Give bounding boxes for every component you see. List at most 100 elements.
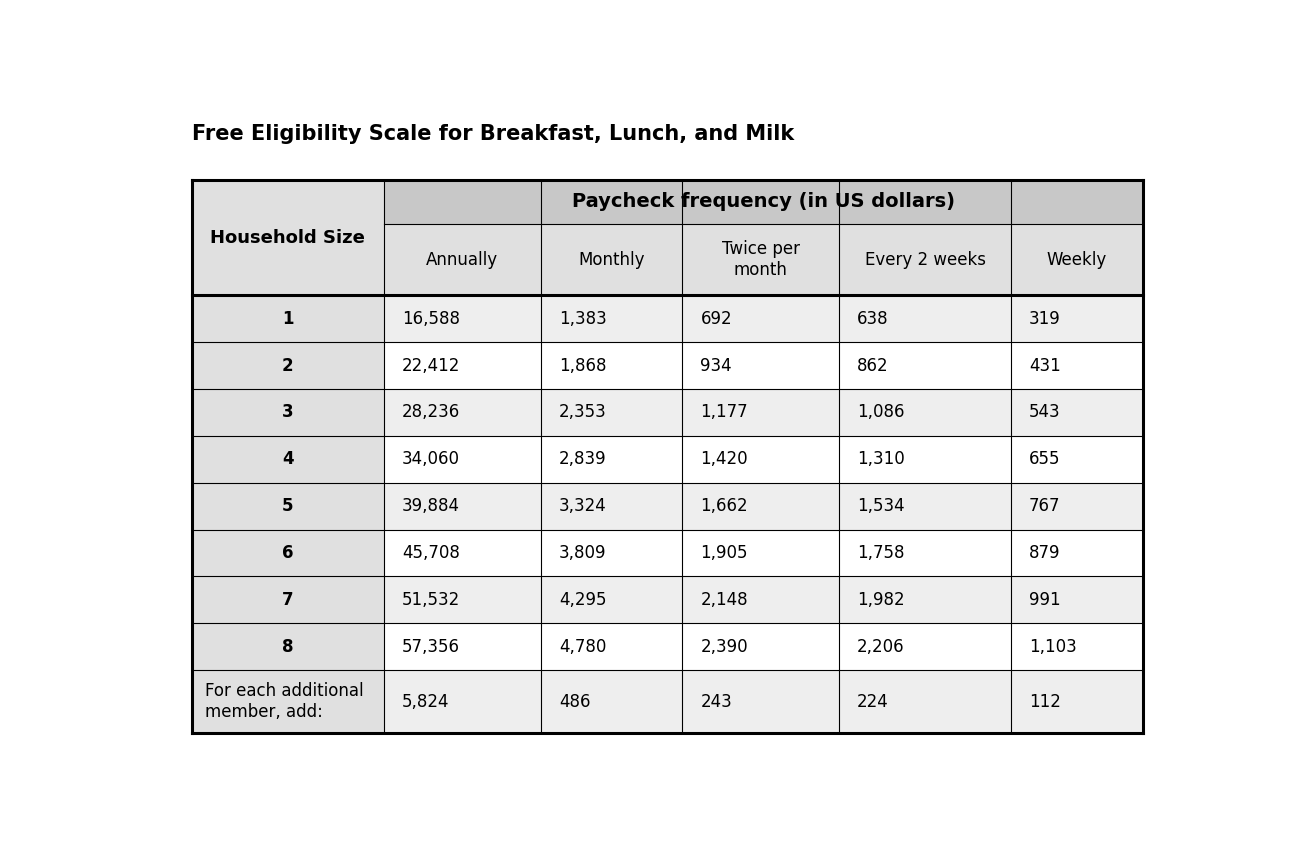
Bar [839,389,1011,436]
Text: 2,839: 2,839 [559,450,607,469]
Bar [1011,436,1143,483]
Text: 1,103: 1,103 [1029,638,1077,656]
Bar [192,576,384,624]
Bar [541,530,682,576]
Text: 2: 2 [282,357,294,375]
Text: 767: 767 [1029,497,1061,515]
Bar [541,624,682,670]
Text: For each additional
member, add:: For each additional member, add: [204,683,364,721]
Bar [192,389,384,436]
Text: 4,295: 4,295 [559,591,607,609]
Text: Paycheck frequency (in US dollars): Paycheck frequency (in US dollars) [572,192,955,212]
Text: 34,060: 34,060 [402,450,461,469]
Text: 5: 5 [282,497,294,515]
Text: 1,905: 1,905 [700,544,748,562]
Text: 1,982: 1,982 [857,591,905,609]
Text: Household Size: Household Size [211,228,365,246]
Bar [682,576,839,624]
Text: 1: 1 [282,310,294,327]
Text: 1,310: 1,310 [857,450,905,469]
Text: 638: 638 [857,310,889,327]
Bar [384,530,541,576]
Bar [839,343,1011,389]
Text: 7: 7 [282,591,294,609]
Bar [1011,530,1143,576]
Text: 22,412: 22,412 [402,357,461,375]
Text: 2,353: 2,353 [559,404,607,421]
Bar [682,483,839,530]
Bar [1011,343,1143,389]
Text: 3: 3 [282,404,294,421]
Text: 2,206: 2,206 [857,638,905,656]
Bar [541,295,682,343]
Bar [384,436,541,483]
Text: 243: 243 [700,693,732,711]
Bar [192,295,384,343]
Bar [384,483,541,530]
Text: 57,356: 57,356 [402,638,461,656]
Text: 16,588: 16,588 [402,310,461,327]
Bar [682,389,839,436]
Bar [384,624,541,670]
Bar [1011,483,1143,530]
Text: 1,534: 1,534 [857,497,905,515]
Bar [839,624,1011,670]
Bar [384,576,541,624]
Text: 3,809: 3,809 [559,544,607,562]
Text: Free Eligibility Scale for Breakfast, Lunch, and Milk: Free Eligibility Scale for Breakfast, Lu… [192,124,795,145]
Text: 112: 112 [1029,693,1061,711]
Text: 1,086: 1,086 [857,404,905,421]
Text: 692: 692 [700,310,732,327]
Text: 224: 224 [857,693,889,711]
Bar [384,389,541,436]
Bar [682,295,839,343]
Bar [541,389,682,436]
Text: 879: 879 [1029,544,1061,562]
Bar [1011,624,1143,670]
Bar [682,223,839,295]
Bar [541,223,682,295]
Bar [192,343,384,389]
Bar [682,530,839,576]
Text: 4,780: 4,780 [559,638,606,656]
Text: 934: 934 [700,357,732,375]
Text: 51,532: 51,532 [402,591,461,609]
Text: 655: 655 [1029,450,1061,469]
Text: 1,420: 1,420 [700,450,748,469]
Text: Every 2 weeks: Every 2 weeks [864,250,986,268]
Bar [384,670,541,733]
Bar [682,624,839,670]
Text: 431: 431 [1029,357,1061,375]
Bar [541,343,682,389]
Bar [384,179,1143,223]
Bar [1011,389,1143,436]
Bar [839,483,1011,530]
Text: 319: 319 [1029,310,1061,327]
Bar [192,436,384,483]
Bar [1011,670,1143,733]
Bar [192,624,384,670]
Text: 39,884: 39,884 [402,497,461,515]
Text: 2,390: 2,390 [700,638,748,656]
Text: 1,177: 1,177 [700,404,748,421]
Text: 4: 4 [282,450,294,469]
Bar [839,576,1011,624]
Text: Monthly: Monthly [578,250,644,268]
Bar [839,295,1011,343]
Text: Weekly: Weekly [1047,250,1106,268]
Bar [839,530,1011,576]
Bar [384,343,541,389]
Text: 543: 543 [1029,404,1061,421]
Text: 991: 991 [1029,591,1061,609]
Text: 6: 6 [282,544,294,562]
Bar [682,436,839,483]
Text: Twice per
month: Twice per month [722,240,800,279]
Bar [192,223,384,295]
Bar [192,483,384,530]
Text: 1,758: 1,758 [857,544,905,562]
Bar [1011,576,1143,624]
Text: 45,708: 45,708 [402,544,459,562]
Bar [682,343,839,389]
Bar [541,436,682,483]
Bar [839,670,1011,733]
